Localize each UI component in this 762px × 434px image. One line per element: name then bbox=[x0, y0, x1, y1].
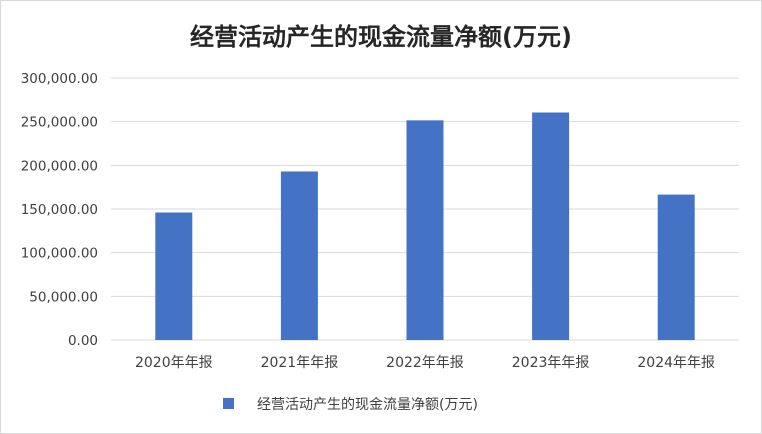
x-tick-label: 2021年年报 bbox=[261, 355, 339, 371]
y-axis-ticks: 0.00 50,000.00 100,000.00 150,000.00 200,000… bbox=[21, 71, 98, 349]
bar bbox=[280, 171, 318, 340]
bar bbox=[657, 194, 695, 340]
legend: 经营活动产生的现金流量净额(万元) bbox=[223, 397, 478, 413]
x-tick-label: 2023年年报 bbox=[512, 355, 590, 371]
x-tick-label: 2020年年报 bbox=[135, 355, 213, 371]
y-tick-label: 300,000.00 bbox=[21, 71, 98, 87]
y-tick-label: 0.00 bbox=[68, 333, 98, 349]
legend-swatch bbox=[223, 398, 234, 409]
bar bbox=[406, 120, 444, 341]
x-tick-label: 2022年年报 bbox=[386, 355, 464, 371]
y-tick-label: 150,000.00 bbox=[21, 202, 98, 218]
x-tick-label: 2024年年报 bbox=[637, 355, 715, 371]
bars bbox=[155, 112, 695, 341]
y-tick-label: 100,000.00 bbox=[21, 246, 98, 262]
chart-title: 经营活动产生的现金流量净额(万元) bbox=[190, 23, 572, 51]
legend-label: 经营活动产生的现金流量净额(万元) bbox=[257, 397, 478, 413]
y-tick-label: 50,000.00 bbox=[29, 289, 98, 305]
y-tick-label: 250,000.00 bbox=[21, 115, 98, 131]
bar bbox=[532, 112, 570, 340]
y-tick-label: 200,000.00 bbox=[21, 158, 98, 174]
x-axis-ticks: 2020年年报 2021年年报 2022年年报 2023年年报 2024年年报 bbox=[135, 355, 715, 371]
bar bbox=[155, 212, 193, 340]
